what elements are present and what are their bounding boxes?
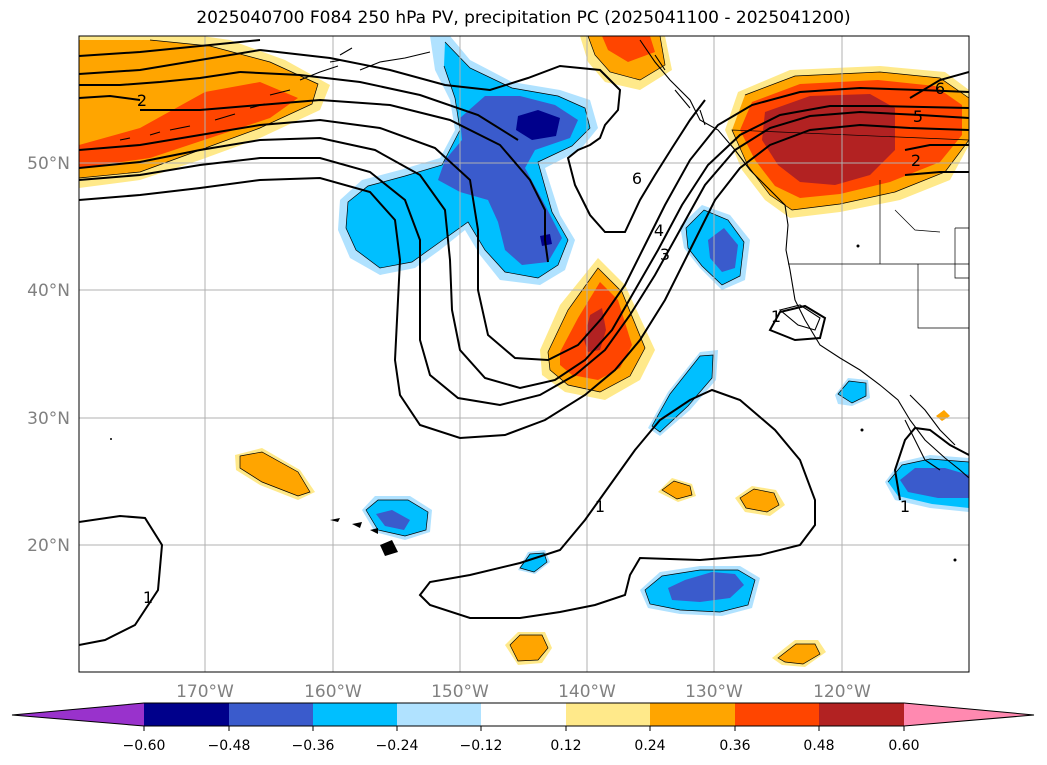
contour-label: 6 <box>632 169 642 188</box>
colorbar-tick-label: −0.60 <box>123 738 166 754</box>
pv-contours <box>79 39 969 646</box>
map-frame <box>78 35 970 673</box>
colorbar-tick-label: 0.36 <box>719 738 750 754</box>
colorbar-segment <box>650 703 735 726</box>
colorbar-segment <box>397 703 481 726</box>
contour-label: 6 <box>935 79 945 98</box>
colorbar-segment <box>144 703 229 726</box>
precip-fills <box>79 36 969 667</box>
pv-contour-1-east <box>418 388 816 619</box>
contour-label: 1 <box>143 588 153 607</box>
colorbar-segment <box>566 703 650 726</box>
colorbar-segment <box>481 703 566 726</box>
contour-label: 2 <box>137 91 147 110</box>
contour-label: 2 <box>911 151 921 170</box>
colorbar-tick-label: 0.12 <box>550 738 581 754</box>
lon-labels: 170°W 160°W 150°W 140°W 130°W 120°W <box>176 682 871 702</box>
colorbar-tick-label: −0.12 <box>460 738 503 754</box>
lat-label: 20°N <box>27 536 70 556</box>
contour-labels: 2 6 5 2 4 3 1 1 1 1 6 <box>137 79 945 607</box>
colorbar-segment <box>313 703 397 726</box>
colorbar-tick-label: −0.48 <box>208 738 251 754</box>
colorbar-arrow-low <box>12 703 144 726</box>
pv-contour-1-coast <box>768 304 827 342</box>
precip-outlines <box>79 36 969 665</box>
colorbar: −0.60 −0.48 −0.36 −0.24 −0.12 0.12 0.24 … <box>11 702 1035 754</box>
lat-label: 50°N <box>27 154 70 174</box>
borders <box>788 180 969 329</box>
lon-label: 140°W <box>558 682 616 702</box>
gridlines <box>79 36 969 672</box>
colorbar-tick-label: 0.60 <box>888 738 919 754</box>
colorbar-tick-label: −0.36 <box>292 738 335 754</box>
colorbar-tick-label: 0.24 <box>634 738 665 754</box>
contour-label: 1 <box>595 497 605 516</box>
precip-min-nepacific <box>516 110 560 140</box>
map-area: 2 6 5 2 4 3 1 1 1 1 6 <box>79 36 969 672</box>
colorbar-segment <box>229 703 313 726</box>
pv-contour-1-west <box>79 514 164 646</box>
lat-label: 30°N <box>27 409 70 429</box>
map-title: 2025040700 F084 250 hPa PV, precipitatio… <box>196 8 851 28</box>
lon-label: 160°W <box>304 682 362 702</box>
islands <box>110 244 957 562</box>
lon-label: 150°W <box>431 682 489 702</box>
pv-contour-1-se <box>893 426 969 501</box>
colorbar-segment <box>735 703 819 726</box>
colorbar-arrow-high <box>904 703 1034 726</box>
lat-label: 40°N <box>27 281 70 301</box>
contour-label: 4 <box>654 221 664 240</box>
lon-label: 170°W <box>176 682 234 702</box>
colorbar-segment <box>819 703 904 726</box>
contour-label: 3 <box>660 245 670 264</box>
contour-label: 5 <box>913 107 923 126</box>
lat-labels: 50°N 40°N 30°N 20°N <box>27 154 70 556</box>
contour-label: 1 <box>900 497 910 516</box>
precip-max-westcoast <box>762 94 895 185</box>
lon-label: 130°W <box>685 682 743 702</box>
colorbar-tick-label: 0.48 <box>803 738 834 754</box>
contour-label: 1 <box>771 307 781 326</box>
lon-label: 120°W <box>813 682 871 702</box>
colorbar-tick-label: −0.24 <box>376 738 419 754</box>
